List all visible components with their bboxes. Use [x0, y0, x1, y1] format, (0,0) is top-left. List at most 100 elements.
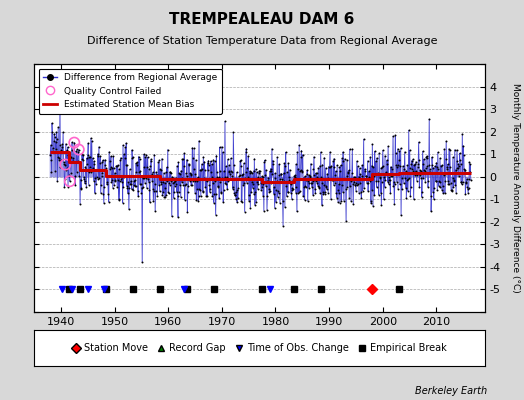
Point	[376, 175, 384, 181]
Point	[237, 163, 245, 170]
Point	[466, 161, 475, 168]
Point	[357, 194, 366, 201]
Point	[279, 222, 287, 229]
Point	[313, 174, 321, 180]
Point	[272, 199, 280, 205]
Point	[208, 192, 216, 199]
Point	[95, 174, 104, 181]
Point	[402, 195, 411, 201]
Point	[127, 178, 135, 184]
Point	[85, 169, 94, 175]
Point	[120, 174, 128, 180]
Point	[388, 171, 397, 177]
Point	[274, 188, 282, 195]
Point	[88, 138, 96, 144]
Point	[461, 166, 469, 173]
Point	[321, 189, 329, 196]
Point	[201, 184, 210, 190]
Point	[291, 172, 299, 178]
Point	[79, 152, 88, 158]
Point	[88, 166, 96, 173]
Point	[86, 153, 94, 160]
Point	[126, 180, 134, 187]
Point	[355, 165, 364, 171]
Point	[205, 182, 213, 188]
Point	[364, 188, 372, 194]
Point	[343, 157, 351, 163]
Point	[188, 182, 196, 188]
Point	[238, 198, 246, 205]
Point	[268, 146, 276, 152]
Point	[101, 156, 110, 163]
Point	[381, 152, 389, 159]
Point	[310, 172, 319, 178]
Point	[204, 157, 213, 164]
Point	[404, 176, 412, 182]
Point	[225, 168, 234, 174]
Point	[331, 180, 339, 186]
Point	[116, 157, 125, 164]
Point	[247, 189, 256, 196]
Point	[415, 184, 423, 190]
Point	[378, 179, 386, 185]
Point	[80, 174, 88, 180]
Point	[80, 176, 89, 182]
Point	[232, 169, 241, 176]
Point	[178, 156, 187, 162]
Point	[432, 178, 440, 184]
Point	[203, 160, 212, 166]
Point	[290, 173, 299, 179]
Point	[209, 157, 217, 163]
Point	[452, 164, 461, 171]
Point	[123, 162, 131, 168]
Point	[373, 170, 381, 177]
Point	[265, 186, 273, 192]
Point	[431, 163, 439, 169]
Point	[400, 166, 408, 172]
Point	[204, 166, 212, 173]
Point	[372, 158, 380, 164]
Point	[195, 138, 203, 144]
Point	[143, 164, 151, 170]
Point	[135, 153, 143, 160]
Point	[221, 180, 230, 186]
Point	[324, 175, 332, 181]
Point	[384, 143, 392, 150]
Point	[380, 174, 388, 180]
Point	[339, 189, 347, 195]
Point	[104, 173, 112, 179]
Point	[341, 176, 350, 182]
Point	[379, 163, 387, 169]
Point	[150, 151, 159, 158]
Point	[252, 199, 260, 205]
Point	[91, 190, 99, 196]
Point	[306, 174, 314, 180]
Point	[322, 184, 331, 190]
Point	[168, 175, 177, 181]
Point	[411, 161, 419, 167]
Point	[246, 170, 254, 176]
Point	[72, 148, 80, 154]
Point	[440, 146, 449, 152]
Point	[331, 171, 340, 178]
Point	[146, 163, 155, 170]
Point	[63, 164, 71, 171]
Point	[219, 199, 227, 205]
Point	[320, 154, 329, 161]
Point	[444, 181, 453, 187]
Point	[418, 189, 427, 195]
Point	[292, 184, 301, 190]
Point	[356, 180, 364, 186]
Point	[59, 149, 67, 155]
Point	[93, 167, 101, 174]
Point	[354, 163, 362, 170]
Point	[357, 173, 366, 179]
Point	[328, 176, 336, 182]
Point	[360, 185, 368, 192]
Point	[205, 189, 214, 195]
Point	[336, 168, 344, 174]
Point	[228, 173, 236, 179]
Point	[231, 192, 239, 198]
Point	[426, 166, 434, 173]
Point	[302, 177, 311, 184]
